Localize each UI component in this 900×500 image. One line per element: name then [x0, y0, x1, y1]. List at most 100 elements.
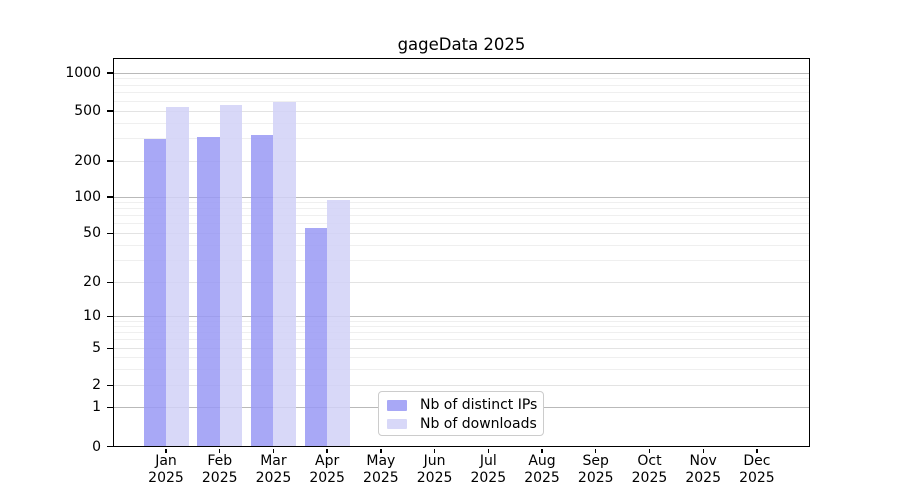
- x-tick-label-nov: Nov 2025: [673, 453, 733, 486]
- gridline-100: [114, 196, 809, 198]
- gridline-70: [114, 215, 809, 217]
- x-tick-label-dec: Dec 2025: [727, 453, 787, 486]
- bar-mar-downloads: [273, 102, 296, 447]
- x-tick-year: 2025: [201, 469, 238, 486]
- gridline-10: [114, 315, 809, 317]
- bar-jan-distinct-ips: [143, 139, 166, 447]
- x-tick-dec: [756, 448, 758, 453]
- gridline-600: [114, 100, 809, 102]
- gridline-9: [114, 320, 809, 322]
- y-tick-20: [107, 281, 113, 283]
- gridline-200: [114, 160, 809, 162]
- gridline-2: [114, 384, 809, 386]
- x-tick-may: [380, 448, 382, 453]
- x-tick-nov: [702, 448, 704, 453]
- x-tick-year: 2025: [363, 469, 399, 486]
- x-tick-year: 2025: [416, 469, 453, 486]
- chart-title: gageData 2025: [397, 35, 526, 54]
- gridline-5: [114, 347, 809, 349]
- y-tick-1000: [107, 72, 113, 74]
- x-tick-month: Apr: [315, 453, 340, 469]
- y-tick-label-1000: 1000: [65, 65, 101, 82]
- x-tick-year: 2025: [524, 469, 560, 486]
- x-tick-year: 2025: [685, 469, 721, 486]
- y-tick-1: [107, 406, 113, 409]
- x-tick-month: Mar: [260, 453, 287, 469]
- gridline-400: [114, 122, 809, 124]
- x-tick-label-may: May 2025: [351, 453, 411, 486]
- y-tick-label-20: 20: [83, 274, 101, 291]
- x-tick-year: 2025: [577, 469, 614, 486]
- gridline-20: [114, 281, 809, 283]
- x-tick-year: 2025: [148, 469, 184, 486]
- x-tick-label-mar: Mar 2025: [243, 453, 303, 486]
- x-tick-label-feb: Feb 2025: [190, 453, 250, 486]
- x-tick-label-aug: Aug 2025: [512, 453, 572, 486]
- y-tick-label-5: 5: [92, 340, 101, 357]
- x-tick-feb: [219, 448, 221, 453]
- gridline-800: [114, 84, 809, 86]
- bar-feb-downloads: [219, 105, 243, 447]
- gridline-60: [114, 223, 809, 225]
- y-tick-200: [107, 160, 113, 162]
- x-tick-label-oct: Oct 2025: [619, 453, 679, 486]
- legend-item-distinct-ips: Nb of distinct IPs: [379, 396, 543, 415]
- legend-item-downloads: Nb of downloads: [379, 415, 543, 434]
- gridline-3: [114, 368, 809, 370]
- y-tick-label-200: 200: [74, 153, 101, 170]
- gridline-8: [114, 326, 809, 328]
- bar-jan-downloads: [166, 106, 189, 447]
- x-tick-label-jul: Jul 2025: [458, 453, 518, 486]
- x-tick-jun: [433, 448, 436, 453]
- y-tick-50: [107, 232, 113, 234]
- y-tick-label-2: 2: [92, 377, 101, 394]
- x-tick-month: May: [366, 453, 396, 469]
- x-tick-month: Nov: [689, 453, 717, 469]
- y-tick-label-500: 500: [74, 103, 101, 120]
- x-tick-month: Aug: [528, 453, 556, 469]
- y-tick-label-0: 0: [92, 438, 101, 455]
- x-tick-year: 2025: [739, 469, 775, 486]
- x-tick-oct: [648, 448, 651, 453]
- gridline-6: [114, 339, 809, 341]
- x-tick-apr: [326, 448, 328, 453]
- x-tick-label-jun: Jun 2025: [405, 453, 465, 486]
- gridline-50: [114, 232, 809, 234]
- x-tick-label-jan: Jan 2025: [136, 453, 196, 486]
- gridline-40: [114, 244, 809, 246]
- bar-apr-distinct-ips: [304, 228, 328, 447]
- gridline-900: [114, 78, 809, 80]
- gridline-500: [114, 110, 809, 112]
- x-tick-label-sep: Sep 2025: [566, 453, 626, 486]
- bar-apr-downloads: [327, 199, 350, 447]
- x-tick-mar: [272, 448, 275, 453]
- gridline-90: [114, 202, 809, 204]
- gridline-80: [114, 208, 809, 210]
- y-tick-label-50: 50: [83, 225, 101, 242]
- x-tick-year: 2025: [631, 469, 668, 486]
- legend: Nb of distinct IPs Nb of downloads: [378, 391, 544, 436]
- legend-swatch-downloads: [387, 418, 407, 429]
- gridline-7: [114, 332, 809, 334]
- legend-label-downloads: Nb of downloads: [420, 415, 537, 432]
- y-tick-500: [107, 110, 113, 112]
- x-tick-jul: [487, 448, 489, 453]
- x-tick-label-apr: Apr 2025: [297, 453, 357, 486]
- y-tick-100: [107, 196, 113, 198]
- plot-area: [114, 59, 809, 447]
- x-tick-year: 2025: [470, 469, 507, 486]
- gridline-700: [114, 92, 809, 94]
- y-tick-label-10: 10: [83, 308, 101, 325]
- y-tick-10: [107, 315, 113, 318]
- x-tick-year: 2025: [309, 469, 345, 486]
- y-tick-2: [107, 384, 113, 387]
- bar-mar-distinct-ips: [250, 134, 274, 447]
- bar-feb-distinct-ips: [197, 136, 220, 447]
- x-tick-month: Feb: [207, 453, 233, 469]
- x-tick-year: 2025: [255, 469, 292, 486]
- gridline-4: [114, 356, 809, 358]
- y-tick-5: [107, 347, 113, 350]
- gridline-1000: [114, 72, 809, 74]
- x-tick-month: Oct: [637, 453, 662, 469]
- gridline-30: [114, 260, 809, 262]
